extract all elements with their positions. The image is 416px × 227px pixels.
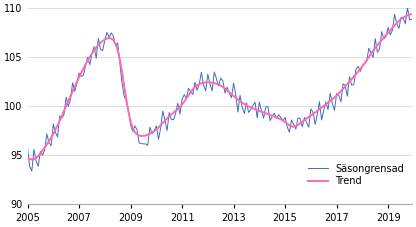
Säsongrensad [72,90,77,93]
Legend: Säsongrensad, Trend: Säsongrensad, Trend [305,161,407,189]
Trend [106,37,111,39]
Säsongrensad [25,146,30,149]
Trend [25,157,30,160]
Säsongrensad [369,52,374,54]
Trend [409,13,414,16]
Säsongrensad [34,159,39,162]
Trend [29,158,34,161]
Line: Trend: Trend [27,14,412,159]
Trend [369,53,374,55]
Trend [72,85,77,88]
Säsongrensad [405,6,410,9]
Säsongrensad [399,16,404,19]
Säsongrensad [106,36,111,39]
Trend [34,157,39,159]
Trend [173,109,178,112]
Säsongrensad [173,112,178,115]
Line: Säsongrensad: Säsongrensad [27,7,412,171]
Säsongrensad [29,170,34,172]
Säsongrensad [409,18,414,20]
Trend [399,18,404,20]
